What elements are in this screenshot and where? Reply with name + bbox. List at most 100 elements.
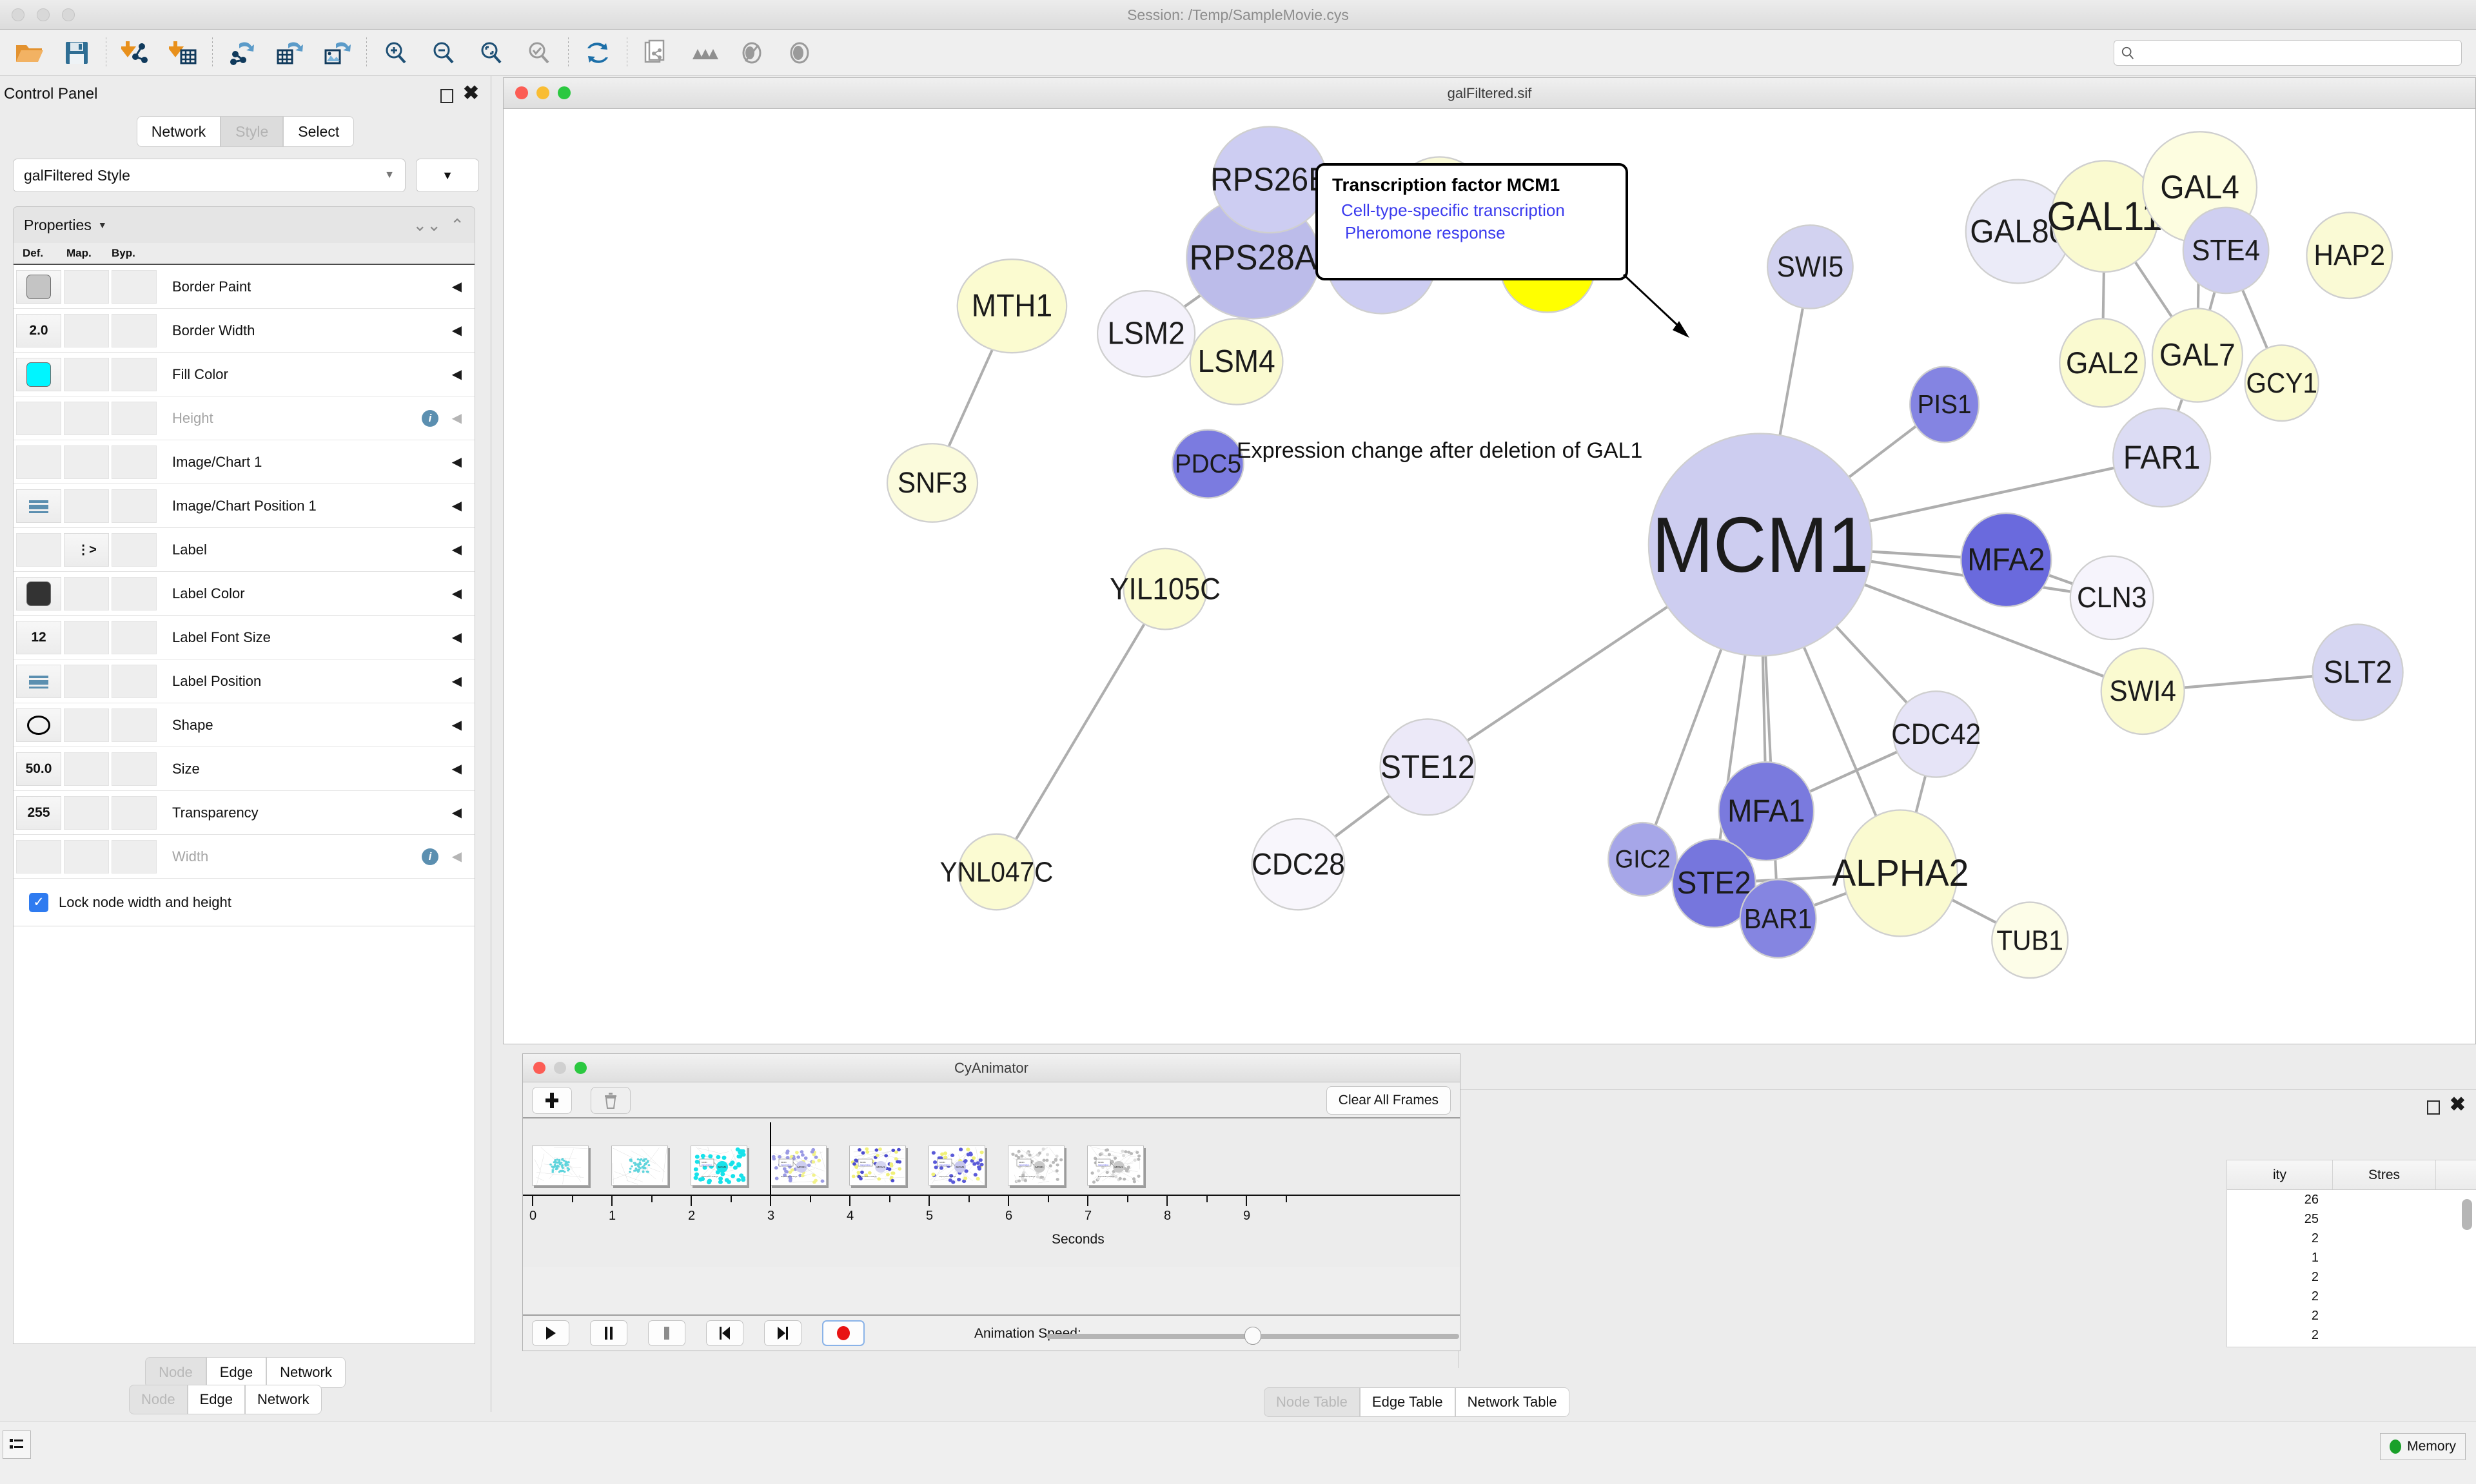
expand-property-icon[interactable]: ◀	[451, 806, 462, 820]
node-shape[interactable]	[2151, 308, 2244, 403]
pause-button[interactable]	[590, 1320, 627, 1346]
node-shape[interactable]	[1671, 838, 1756, 928]
network-node[interactable]: LSM2	[1096, 289, 1196, 378]
network-node[interactable]: GAL11	[2047, 160, 2163, 273]
property-row[interactable]: ⋮> Label ◀	[14, 528, 475, 572]
animation-timeline[interactable]: MCM1 MCM1 transcription Expression change MC…	[523, 1118, 1460, 1267]
property-mapping-cell[interactable]	[64, 664, 109, 698]
table-row[interactable]: 2	[2227, 1306, 2476, 1325]
property-mapping-cell[interactable]	[64, 269, 109, 304]
expand-property-icon[interactable]: ◀	[451, 411, 462, 425]
animation-frame[interactable]: MCM1 MCM1 transcription Expression change	[849, 1146, 906, 1186]
record-button[interactable]	[822, 1320, 865, 1346]
export-network-icon[interactable]	[218, 30, 266, 76]
property-bypass-cell[interactable]	[112, 313, 157, 347]
network-node[interactable]: SNF3	[886, 443, 979, 523]
node-shape[interactable]	[2244, 344, 2319, 422]
property-default-cell[interactable]	[16, 576, 61, 610]
property-row[interactable]: 12 Label Font Size ◀	[14, 616, 475, 659]
expand-property-icon[interactable]: ◀	[451, 718, 462, 732]
network-node[interactable]: CDC28	[1251, 818, 1346, 911]
network-node[interactable]: GCY1	[2244, 344, 2319, 422]
property-default-cell[interactable]: 2.0	[16, 313, 61, 347]
property-mapping-cell[interactable]	[64, 708, 109, 742]
network-node[interactable]: SWI4	[2100, 647, 2185, 736]
network-node[interactable]: SWI5	[1766, 224, 1854, 309]
property-default-cell[interactable]	[16, 269, 61, 304]
tab-edge[interactable]: Edge	[206, 1357, 267, 1388]
property-default-cell[interactable]: 255	[16, 796, 61, 830]
search-box[interactable]	[2114, 40, 2462, 66]
node-shape[interactable]	[2059, 318, 2146, 408]
style-select[interactable]: galFiltered Style ▼	[13, 159, 406, 192]
property-mapping-cell[interactable]	[64, 839, 109, 874]
window-traffic-lights[interactable]	[12, 8, 75, 21]
tab-network[interactable]: Network	[244, 1385, 322, 1414]
network-node[interactable]: GAL80	[1965, 179, 2071, 284]
network-node[interactable]: LSM4	[1189, 318, 1284, 405]
network-node[interactable]: GAL7	[2151, 308, 2244, 403]
property-bypass-cell[interactable]	[112, 269, 157, 304]
network-node[interactable]: BAR1	[1739, 879, 1817, 959]
table-row[interactable]: 2	[2227, 1267, 2476, 1287]
node-shape[interactable]	[2112, 407, 2212, 508]
network-node[interactable]: MTH1	[956, 259, 1068, 354]
tab-network-style[interactable]: Network	[266, 1357, 346, 1388]
property-row[interactable]: 255 Transparency ◀	[14, 791, 475, 835]
expand-property-icon[interactable]: ◀	[451, 630, 462, 645]
network-node[interactable]: MCM1	[1647, 433, 1873, 657]
new-network-icon[interactable]	[633, 30, 680, 76]
property-mapping-cell[interactable]: ⋮>	[64, 532, 109, 567]
property-bypass-cell[interactable]	[112, 401, 157, 435]
minimize-window-button[interactable]	[37, 8, 50, 21]
network-node[interactable]: TUB1	[1991, 901, 2069, 979]
property-bypass-cell[interactable]	[112, 708, 157, 742]
control-panel-tab-strip[interactable]: Node Edge Network	[129, 1385, 322, 1414]
network-node[interactable]: CDC42	[1891, 690, 1981, 778]
property-row[interactable]: Label Color ◀	[14, 572, 475, 616]
refresh-icon[interactable]	[574, 30, 622, 76]
export-image-icon[interactable]	[313, 30, 361, 76]
property-bypass-cell[interactable]	[112, 532, 157, 567]
property-bypass-cell[interactable]	[112, 664, 157, 698]
collapse-all-icon[interactable]: ⌄⌄	[413, 215, 441, 235]
animation-frame[interactable]: MCM1 MCM1 transcription Expression change	[1008, 1146, 1065, 1186]
tab-network[interactable]: Network	[136, 116, 221, 147]
node-shape[interactable]	[1607, 821, 1678, 897]
expand-property-icon[interactable]: ◀	[451, 850, 462, 864]
table-row[interactable]: 2	[2227, 1325, 2476, 1345]
property-row[interactable]: 2.0 Border Width ◀	[14, 309, 475, 353]
control-panel-tabs[interactable]: Network Style Select	[0, 116, 491, 150]
property-default-cell[interactable]	[16, 664, 61, 698]
memory-status-button[interactable]: Memory	[2380, 1433, 2466, 1460]
property-row[interactable]: Image/Chart Position 1 ◀	[14, 484, 475, 528]
add-frame-button[interactable]	[532, 1087, 572, 1114]
expand-property-icon[interactable]: ◀	[451, 499, 462, 513]
maximize-window-button[interactable]	[62, 8, 75, 21]
node-shape[interactable]	[1647, 433, 1873, 657]
close-icon[interactable]: ✖	[462, 83, 479, 104]
expand-property-icon[interactable]: ◀	[451, 587, 462, 601]
property-bypass-cell[interactable]	[112, 489, 157, 523]
property-mapping-cell[interactable]	[64, 576, 109, 610]
animation-frame[interactable]	[611, 1146, 668, 1186]
network-node[interactable]: STE12	[1379, 718, 1476, 816]
hide-selected-icon[interactable]	[728, 30, 776, 76]
expand-property-icon[interactable]: ◀	[451, 543, 462, 557]
zoom-in-icon[interactable]	[372, 30, 420, 76]
timeline-playhead[interactable]	[770, 1122, 771, 1195]
property-default-cell[interactable]	[16, 839, 61, 874]
network-node[interactable]: PDC5	[1172, 429, 1244, 499]
property-bypass-cell[interactable]	[112, 620, 157, 654]
import-table-icon[interactable]	[159, 30, 207, 76]
expand-all-icon[interactable]: ⌃	[450, 215, 464, 235]
node-shape[interactable]	[2312, 623, 2404, 721]
import-network-icon[interactable]	[112, 30, 159, 76]
table-row[interactable]: 2	[2227, 1345, 2476, 1347]
table-row[interactable]: 2	[2227, 1229, 2476, 1248]
property-default-cell[interactable]	[16, 401, 61, 435]
style-options-menu-button[interactable]: ▼	[416, 159, 479, 192]
property-default-cell[interactable]	[16, 445, 61, 479]
zoom-fit-icon[interactable]	[467, 30, 515, 76]
table-row[interactable]: 2	[2227, 1287, 2476, 1306]
